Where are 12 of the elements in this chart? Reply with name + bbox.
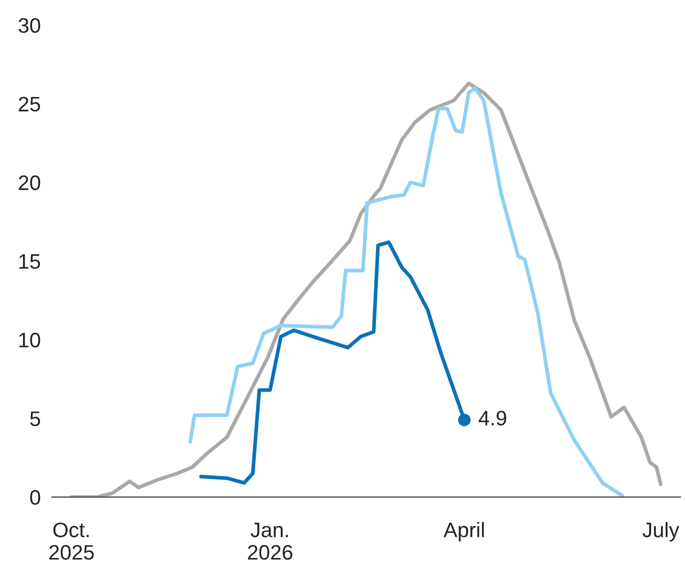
y-tick-label: 20 [18, 175, 40, 190]
y-tick-label: 15 [19, 254, 40, 269]
y-tick-label: 30 [18, 18, 40, 33]
x-tick-label: Jan. 2026 [248, 522, 292, 560]
y-tick-label: 0 [30, 490, 40, 505]
x-tick-label: Oct. 2025 [49, 522, 94, 560]
y-tick-label: 5 [30, 412, 40, 426]
y-tick-label: 10 [19, 332, 40, 348]
y-tick-label: 25 [18, 96, 40, 112]
x-tick-label: July [642, 522, 680, 542]
x-tick-label: April [444, 522, 484, 542]
data-label: 4.9 [478, 410, 506, 426]
